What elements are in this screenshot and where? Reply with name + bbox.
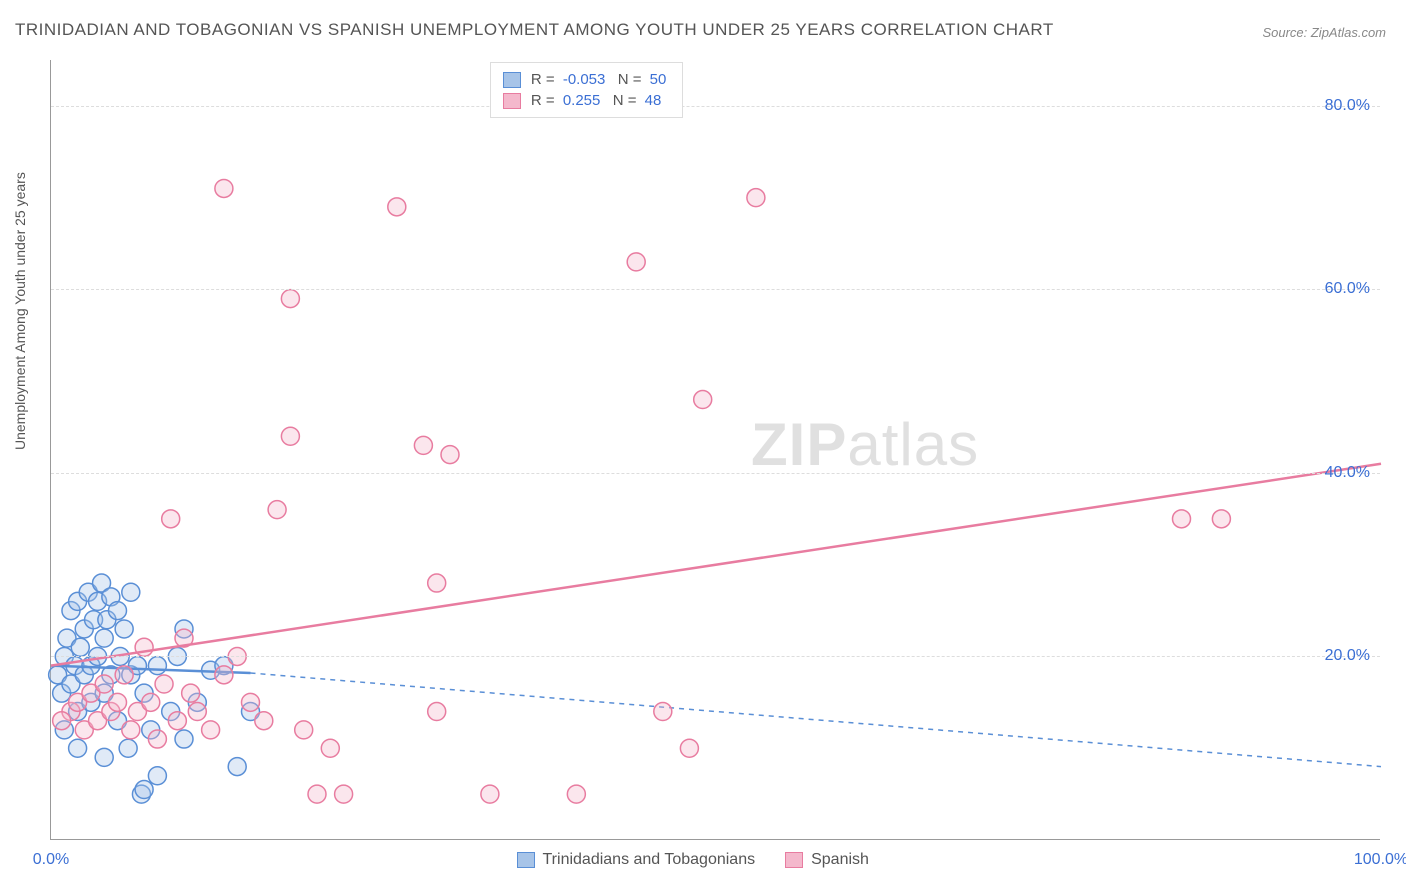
y-tick-label: 60.0%	[1325, 280, 1370, 298]
data-point	[747, 189, 765, 207]
y-tick-label: 80.0%	[1325, 97, 1370, 115]
data-point	[109, 693, 127, 711]
data-point	[53, 712, 71, 730]
data-point	[168, 712, 186, 730]
data-point	[142, 693, 160, 711]
data-point	[122, 583, 140, 601]
gridline	[51, 473, 1380, 474]
gridline	[51, 289, 1380, 290]
data-point	[414, 436, 432, 454]
chart-title: TRINIDADIAN AND TOBAGONIAN VS SPANISH UN…	[15, 20, 1054, 40]
plot-area: 20.0%40.0%60.0%80.0%0.0%100.0%ZIPatlasR …	[50, 60, 1380, 840]
legend-series-item: Spanish	[785, 851, 869, 869]
x-tick-label: 100.0%	[1354, 851, 1406, 869]
data-point	[441, 446, 459, 464]
data-point	[109, 602, 127, 620]
legend-swatch	[503, 93, 521, 109]
data-point	[95, 629, 113, 647]
data-point	[281, 290, 299, 308]
legend-stats-box: R = -0.053 N = 50 R = 0.255 N = 48	[490, 62, 683, 118]
y-axis-label: Unemployment Among Youth under 25 years	[12, 172, 28, 450]
data-point	[148, 657, 166, 675]
data-point	[95, 748, 113, 766]
legend-series-label: Trinidadians and Tobagonians	[543, 851, 756, 869]
legend-swatch	[503, 72, 521, 88]
data-point	[69, 739, 87, 757]
legend-stats-text: R = -0.053 N = 50	[531, 71, 670, 88]
data-point	[115, 620, 133, 638]
data-point	[388, 198, 406, 216]
data-point	[148, 730, 166, 748]
data-point	[188, 703, 206, 721]
data-point	[694, 391, 712, 409]
legend-series-item: Trinidadians and Tobagonians	[517, 851, 756, 869]
data-point	[1212, 510, 1230, 528]
data-point	[1173, 510, 1191, 528]
data-point	[122, 721, 140, 739]
data-point	[119, 739, 137, 757]
legend-stats-text: R = 0.255 N = 48	[531, 92, 665, 109]
data-point	[428, 574, 446, 592]
data-point	[148, 767, 166, 785]
gridline	[51, 656, 1380, 657]
legend-series-label: Spanish	[811, 851, 869, 869]
data-point	[295, 721, 313, 739]
source-credit: Source: ZipAtlas.com	[1262, 25, 1386, 40]
data-point	[255, 712, 273, 730]
trend-line	[51, 464, 1381, 666]
data-point	[567, 785, 585, 803]
data-point	[428, 703, 446, 721]
data-point	[135, 781, 153, 799]
data-point	[95, 675, 113, 693]
scatter-plot-svg	[51, 60, 1380, 839]
data-point	[162, 510, 180, 528]
data-point	[680, 739, 698, 757]
legend-stats-row: R = 0.255 N = 48	[503, 90, 670, 111]
data-point	[202, 721, 220, 739]
data-point	[175, 730, 193, 748]
data-point	[215, 666, 233, 684]
data-point	[182, 684, 200, 702]
legend-swatch	[517, 852, 535, 868]
data-point	[115, 666, 133, 684]
legend-swatch	[785, 852, 803, 868]
trend-line-extension	[251, 673, 1382, 767]
data-point	[627, 253, 645, 271]
chart-container: TRINIDADIAN AND TOBAGONIAN VS SPANISH UN…	[0, 0, 1406, 892]
data-point	[268, 501, 286, 519]
data-point	[155, 675, 173, 693]
x-tick-label: 0.0%	[33, 851, 69, 869]
data-point	[335, 785, 353, 803]
data-point	[215, 179, 233, 197]
data-point	[308, 785, 326, 803]
y-tick-label: 40.0%	[1325, 464, 1370, 482]
data-point	[654, 703, 672, 721]
data-point	[281, 427, 299, 445]
data-point	[71, 638, 89, 656]
y-tick-label: 20.0%	[1325, 647, 1370, 665]
data-point	[228, 758, 246, 776]
data-point	[321, 739, 339, 757]
data-point	[481, 785, 499, 803]
data-point	[242, 693, 260, 711]
legend-series: Trinidadians and Tobagonians Spanish	[517, 851, 869, 869]
legend-stats-row: R = -0.053 N = 50	[503, 69, 670, 90]
gridline	[51, 106, 1380, 107]
